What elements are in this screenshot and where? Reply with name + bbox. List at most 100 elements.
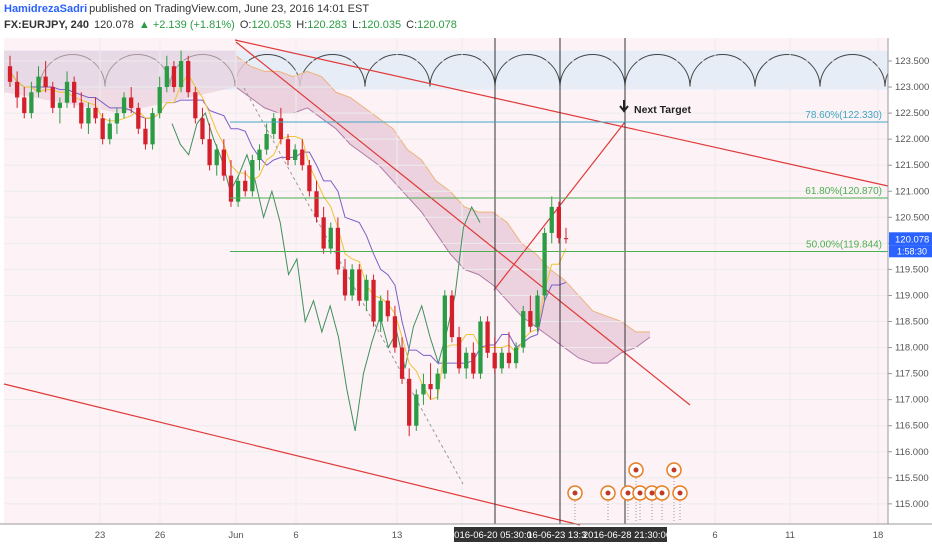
event-marker-dot — [572, 490, 578, 496]
cycle-arc — [819, 54, 886, 88]
chart-header: HamidrezaSadri published on TradingView.c… — [0, 0, 932, 36]
price-tick-label: 121.000 — [895, 186, 929, 197]
price-tick-label: 117.000 — [895, 395, 929, 406]
candle-body — [129, 97, 134, 108]
event-marker-dot — [637, 490, 643, 496]
date-tick-label: 18 — [873, 530, 884, 541]
candle-body — [292, 149, 298, 160]
candle-body — [36, 76, 41, 93]
candle-body — [378, 300, 383, 322]
price-tick-label: 121.500 — [895, 160, 929, 171]
candle-body — [407, 378, 412, 426]
candle-body — [542, 232, 547, 296]
open-label: O: — [239, 19, 252, 31]
author-name[interactable]: HamidrezaSadri — [4, 3, 88, 15]
candle-body — [271, 118, 276, 134]
candle-body — [385, 300, 390, 317]
channel-lower-line — [3, 383, 581, 526]
candle-body — [114, 113, 120, 124]
candle-body — [79, 102, 84, 124]
candle-body — [371, 279, 376, 322]
candle-body — [221, 149, 226, 176]
candle-body — [357, 269, 362, 301]
candle-body — [157, 87, 162, 114]
event-marker-dot — [677, 490, 683, 496]
candle-body — [7, 66, 13, 82]
candle-body — [414, 394, 419, 426]
high-label: H: — [296, 19, 308, 31]
candle-body — [64, 81, 70, 103]
publish-line: HamidrezaSadri published on TradingView.c… — [4, 3, 371, 15]
candle-body — [250, 159, 255, 192]
fib-levels-layer: 78.60%(122.330) 61.80%(120.870) 50.00%(119… — [230, 100, 888, 252]
countdown-text: 1:58:30 — [897, 246, 927, 256]
candle-body — [93, 107, 98, 119]
cursor-date-label: 16-06-23 13:30 — [527, 530, 591, 541]
price-tick-label: 119.500 — [895, 264, 929, 275]
price-tick-label: 116.000 — [895, 447, 929, 458]
high-value: 120.283 — [307, 19, 348, 31]
close-label: C: — [406, 19, 418, 31]
candle-body — [478, 321, 483, 374]
next-target-arrow — [619, 100, 629, 113]
next-target-label: Next Target — [634, 104, 691, 116]
candle-body — [307, 165, 312, 192]
candle-body — [335, 227, 341, 270]
date-tick-label: 23 — [95, 530, 106, 541]
event-marker-dot — [649, 490, 655, 496]
candle-body — [285, 139, 291, 160]
candle-body — [535, 295, 540, 327]
price-tick-label: 118.500 — [895, 317, 929, 328]
channel-upper-line — [234, 39, 889, 187]
candle-body — [471, 352, 476, 374]
candle-body — [164, 66, 169, 88]
event-marker-dot — [605, 490, 611, 496]
candle-body — [86, 107, 91, 124]
event-marker-dot — [625, 490, 631, 496]
candle-body — [107, 123, 112, 140]
close-value: 120.078 — [417, 19, 457, 31]
candle-body — [121, 97, 127, 114]
change-value: ▲ +2.139 (+1.81%) — [138, 19, 235, 31]
candle-body — [492, 352, 497, 369]
candle-body — [214, 149, 219, 166]
date-tick-label: Jun — [228, 530, 243, 541]
candle-body — [342, 269, 348, 296]
candle-body — [50, 87, 55, 108]
price-tick-label: 122.000 — [895, 134, 929, 145]
candle-body — [57, 102, 63, 108]
event-marker-dot — [633, 467, 639, 473]
candle-body — [506, 352, 512, 364]
price-tick-label: 123.500 — [895, 56, 929, 67]
candle-body — [43, 76, 48, 88]
candle-body — [364, 279, 369, 301]
price-tick-label: 118.000 — [895, 343, 929, 354]
cycle-arc — [624, 54, 691, 88]
candle-body — [528, 311, 533, 327]
candle-body — [321, 217, 326, 249]
candle-body — [449, 295, 455, 338]
candle-body — [186, 61, 191, 93]
senkou-span-a — [235, 55, 650, 333]
candle-body — [464, 352, 469, 369]
candle-body — [235, 180, 241, 202]
price-tick-label: 120.500 — [895, 212, 929, 223]
candle-body — [143, 128, 148, 145]
price-axis-bg — [888, 38, 932, 524]
candle-body — [150, 113, 155, 145]
symbol-label[interactable]: FX:EURJPY, 240 — [4, 19, 89, 31]
candle-body — [72, 81, 77, 103]
countdown-tag — [889, 245, 932, 258]
candle-body — [193, 92, 198, 119]
cursor-date-label: 2016-06-20 05:30:00 — [449, 530, 537, 541]
date-tick-label: 6 — [293, 530, 298, 541]
candle-body — [300, 149, 305, 166]
last-price-text: 120.078 — [895, 234, 929, 245]
candle-body — [399, 347, 405, 379]
low-value: 120.035 — [361, 19, 402, 31]
axes-layer: 123.500 123.000 122.500 122.000 121.500 121.0… — [0, 38, 932, 542]
cycle-arc — [754, 54, 821, 88]
date-tick-label: 11 — [785, 530, 795, 541]
candle-body — [435, 373, 440, 390]
